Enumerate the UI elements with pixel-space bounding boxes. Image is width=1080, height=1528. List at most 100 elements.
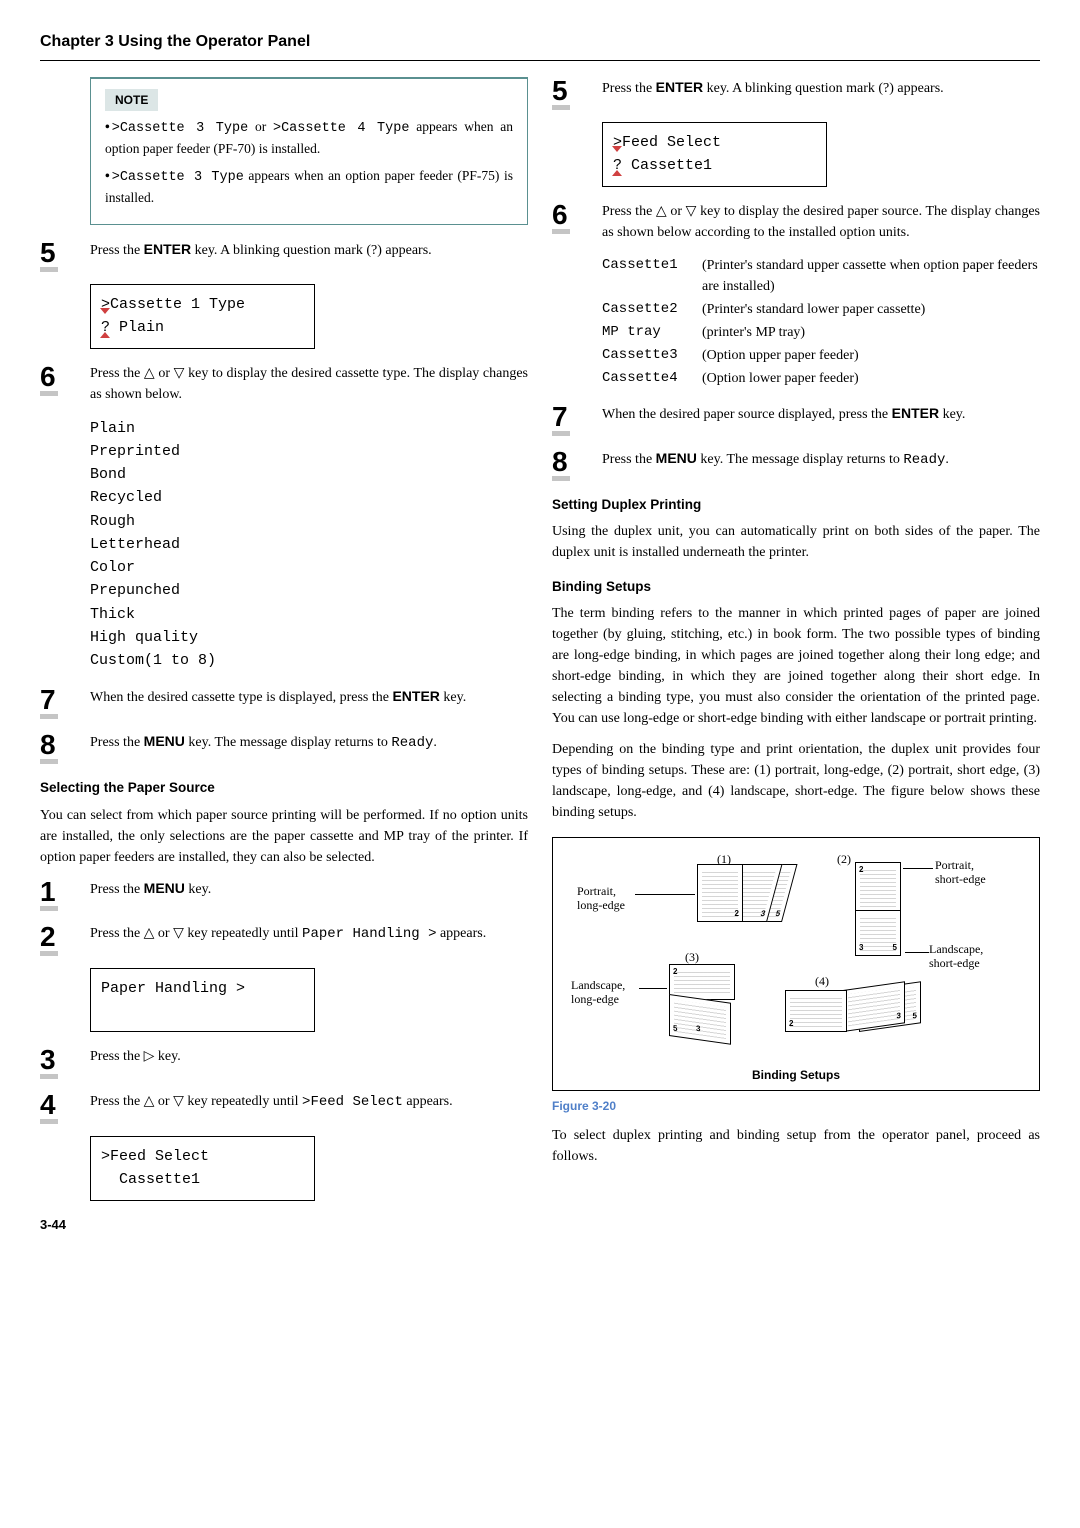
- lcd-line-2: ? Plain: [101, 319, 164, 336]
- fig-num-2: (2): [837, 850, 851, 868]
- key-name: ENTER: [892, 405, 939, 421]
- table-row: Cassette3 (Option upper paper feeder): [602, 345, 1040, 366]
- source-val: (Printer's standard lower paper cassette…: [702, 299, 925, 320]
- figure-caption: Binding Setups: [567, 1066, 1025, 1084]
- table-row: Cassette2 (Printer's standard lower paper…: [602, 299, 1040, 320]
- selecting-paper-source-heading: Selecting the Paper Source: [40, 778, 528, 798]
- cassette-type-list: Plain Preprinted Bond Recycled Rough Let…: [90, 417, 528, 673]
- right-column: 5 Press the ENTER key. A blinking questi…: [552, 77, 1040, 1234]
- step-number: 2: [40, 923, 58, 956]
- step-number: 6: [552, 201, 570, 234]
- lcd-display-feed-select: >Feed Select Cassette1: [90, 1136, 315, 1201]
- duplex-heading: Setting Duplex Printing: [552, 495, 1040, 515]
- lcd-line-2: Cassette1: [101, 1171, 200, 1188]
- text: .: [433, 735, 437, 750]
- text: key. A blinking question mark (?) appear…: [191, 243, 432, 258]
- key-name: ENTER: [144, 241, 191, 257]
- source-val: (Option lower paper feeder): [702, 368, 859, 389]
- left-step-5: 5 Press the ENTER key. A blinking questi…: [40, 239, 528, 272]
- source-val: (printer's MP tray): [702, 322, 805, 343]
- lcd-line-1: >Cassette 1 Type: [101, 296, 245, 313]
- text: key.: [185, 882, 211, 897]
- text: key. The message display returns to: [185, 735, 391, 750]
- code: Paper Handling >: [302, 926, 436, 942]
- duplex-body: Using the duplex unit, you can automatic…: [552, 521, 1040, 563]
- left-step-1: 1 Press the MENU key.: [40, 878, 528, 911]
- fig-label-1: Portrait, long-edge: [577, 884, 625, 913]
- text: Press the △ or ▽ key repeatedly until: [90, 926, 302, 941]
- fig-label-3: Landscape, long-edge: [571, 978, 625, 1007]
- step-number: 4: [40, 1091, 58, 1124]
- text: Press the ▷ key.: [90, 1046, 528, 1067]
- book-panel-icon: 2: [785, 990, 847, 1032]
- left-step-7: 7 When the desired cassette type is disp…: [40, 686, 528, 719]
- source-val: (Printer's standard upper cassette when …: [702, 255, 1040, 297]
- book-panel-icon: 53: [669, 994, 731, 1045]
- key-name: ENTER: [392, 688, 439, 704]
- binding-body-2: Depending on the binding type and print …: [552, 739, 1040, 823]
- step-number: 1: [40, 878, 58, 911]
- text: appears.: [436, 926, 486, 941]
- two-column-layout: NOTE >Cassette 3 Type or >Cassette 4 Typ…: [40, 77, 1040, 1234]
- step-number: 8: [552, 448, 570, 481]
- step-number: 7: [40, 686, 58, 719]
- lcd-display-paper-handling: Paper Handling >: [90, 968, 315, 1033]
- note1-or: or: [248, 119, 273, 134]
- fig-label-4: Landscape, short-edge: [929, 942, 983, 971]
- selecting-paper-source-body: You can select from which paper source p…: [40, 805, 528, 868]
- leader-line: [639, 988, 667, 989]
- right-step-8: 8 Press the MENU key. The message displa…: [552, 448, 1040, 481]
- binding-diagram: (1) 5 3 2 Portrait, long-edge (2) 2 35 P…: [567, 848, 1025, 1058]
- right-step-5: 5 Press the ENTER key. A blinking questi…: [552, 77, 1040, 110]
- right-step-6: 6 Press the △ or ▽ key to display the de…: [552, 201, 1040, 243]
- note1-code1: >Cassette 3 Type: [112, 121, 248, 136]
- chapter-title: Chapter 3 Using the Operator Panel: [40, 30, 1040, 61]
- key-name: MENU: [144, 880, 185, 896]
- source-key: MP tray: [602, 322, 694, 343]
- step-number: 6: [40, 363, 58, 396]
- lcd-display-feed-select-blink: >Feed Select ? Cassette1: [602, 122, 827, 187]
- leader-line: [905, 952, 929, 953]
- left-step-2: 2 Press the △ or ▽ key repeatedly until …: [40, 923, 528, 956]
- table-row: MP tray (printer's MP tray): [602, 322, 1040, 343]
- book-panel-icon: 3: [843, 981, 905, 1032]
- left-step-8: 8 Press the MENU key. The message displa…: [40, 731, 528, 764]
- note1-code2: >Cassette 4 Type: [273, 121, 409, 136]
- text: appears.: [403, 1094, 453, 1109]
- source-key: Cassette2: [602, 299, 694, 320]
- source-key: Cassette3: [602, 345, 694, 366]
- text: When the desired cassette type is displa…: [90, 690, 392, 705]
- note-item-2: >Cassette 3 Type appears when an option …: [105, 166, 513, 209]
- source-val: (Option upper paper feeder): [702, 345, 859, 366]
- left-step-6: 6 Press the △ or ▽ key to display the de…: [40, 363, 528, 405]
- text: Press the △ or ▽ key to display the desi…: [602, 201, 1040, 243]
- text: Press the: [90, 243, 144, 258]
- closing-paragraph: To select duplex printing and binding se…: [552, 1125, 1040, 1167]
- step-number: 8: [40, 731, 58, 764]
- text: Press the: [90, 735, 144, 750]
- binding-figure: (1) 5 3 2 Portrait, long-edge (2) 2 35 P…: [552, 837, 1040, 1091]
- text: Press the △ or ▽ key repeatedly until: [90, 1094, 302, 1109]
- note-label: NOTE: [105, 89, 158, 111]
- left-step-3: 3 Press the ▷ key.: [40, 1046, 528, 1079]
- left-column: NOTE >Cassette 3 Type or >Cassette 4 Typ…: [40, 77, 528, 1234]
- book-panel-icon: 35: [855, 910, 901, 956]
- binding-heading: Binding Setups: [552, 577, 1040, 597]
- figure-label: Figure 3-20: [552, 1097, 1040, 1115]
- lcd-display-cassette-type: >Cassette 1 Type ? Plain: [90, 284, 315, 349]
- table-row: Cassette4 (Option lower paper feeder): [602, 368, 1040, 389]
- leader-line: [903, 868, 933, 869]
- step-number: 3: [40, 1046, 58, 1079]
- text: key.: [440, 690, 466, 705]
- lcd-line-1: >Feed Select: [613, 134, 721, 151]
- source-key: Cassette4: [602, 368, 694, 389]
- key-name: ENTER: [656, 79, 703, 95]
- step-number: 5: [552, 77, 570, 110]
- text: key. The message display returns to: [697, 452, 903, 467]
- page-number: 3-44: [40, 1215, 528, 1235]
- book-panel-icon: 2: [697, 864, 743, 922]
- lcd-line-2: ? Cassette1: [613, 157, 712, 174]
- table-row: Cassette1(Printer's standard upper casse…: [602, 255, 1040, 297]
- text: Press the △ or ▽ key to display the desi…: [90, 363, 528, 405]
- text: .: [945, 452, 949, 467]
